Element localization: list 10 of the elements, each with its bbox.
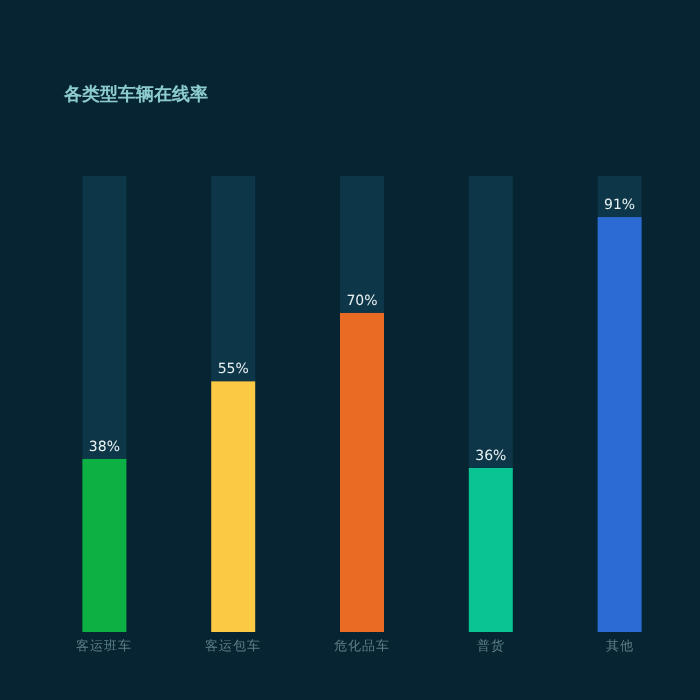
- bar: [597, 217, 642, 632]
- chart-title: 各类型车辆在线率: [62, 84, 208, 106]
- bar: [211, 176, 256, 382]
- bar: [468, 176, 513, 468]
- bar: [211, 381, 256, 632]
- bar: [82, 176, 127, 459]
- bar: [468, 467, 513, 632]
- bar: [340, 312, 384, 632]
- bar: [82, 458, 127, 632]
- bar: [340, 176, 384, 313]
